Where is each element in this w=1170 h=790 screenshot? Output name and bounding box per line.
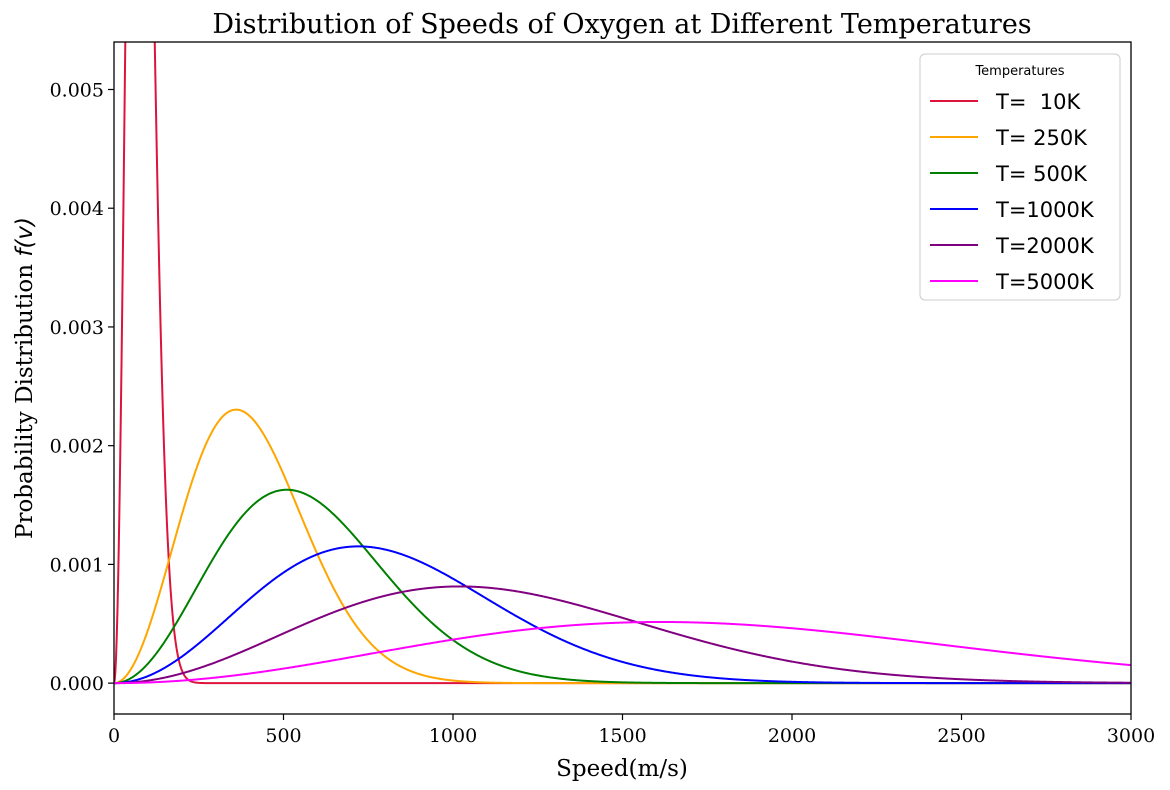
x-ticks: 0 500 1000 1500 2000 2500 3000 (108, 714, 1155, 747)
y-tick-label: 0.004 (50, 198, 104, 220)
y-tick-label: 0.003 (50, 317, 104, 339)
y-tick-label: 0.001 (50, 554, 104, 576)
legend-label: T= 500K (995, 162, 1088, 186)
legend-label: T= 250K (995, 126, 1088, 150)
y-axis-label-math: f(v) (12, 217, 38, 257)
legend-box (919, 53, 1121, 301)
series-line-2000k (114, 585, 1131, 685)
legend-title: Temperatures (974, 64, 1064, 79)
series-line-250k (114, 408, 1131, 685)
x-axis-label: Speed(m/s) (556, 756, 688, 782)
x-tick-label: 2000 (768, 725, 816, 747)
y-tick-label: 0.000 (50, 673, 104, 695)
y-axis-label: Probability Distribution f(v) (12, 217, 38, 539)
series-line-5000k (114, 620, 1131, 685)
x-tick-label: 0 (108, 725, 120, 747)
x-tick-label: 1500 (598, 725, 646, 747)
x-tick-label: 500 (265, 725, 301, 747)
x-tick-label: 2500 (937, 725, 985, 747)
legend-label: T=2000K (995, 234, 1095, 258)
y-tick-label: 0.005 (50, 79, 104, 101)
y-ticks: 0.000 0.001 0.002 0.003 0.004 0.005 (50, 79, 114, 695)
legend: Temperatures T= 10K T= 250K T= 500K T=1000K… (919, 53, 1121, 301)
y-axis-label-text: Probability Distribution (12, 257, 38, 539)
chart-title: Distribution of Speeds of Oxygen at Diff… (212, 9, 1031, 40)
legend-label: T= 10K (995, 90, 1081, 114)
legend-label: T=1000K (995, 198, 1095, 222)
legend-items: T= 10K T= 250K T= 500K T=1000K T=2000K T=5000… (930, 90, 1095, 294)
plot-frame (113, 41, 1132, 715)
legend-label: T=5000K (995, 270, 1095, 294)
x-tick-label: 1000 (429, 725, 477, 747)
y-tick-label: 0.002 (50, 436, 104, 458)
series-line-500k (114, 488, 1131, 685)
series-layer (114, 42, 1131, 685)
x-tick-label: 3000 (1107, 725, 1155, 747)
series-line-1000k (114, 545, 1131, 685)
